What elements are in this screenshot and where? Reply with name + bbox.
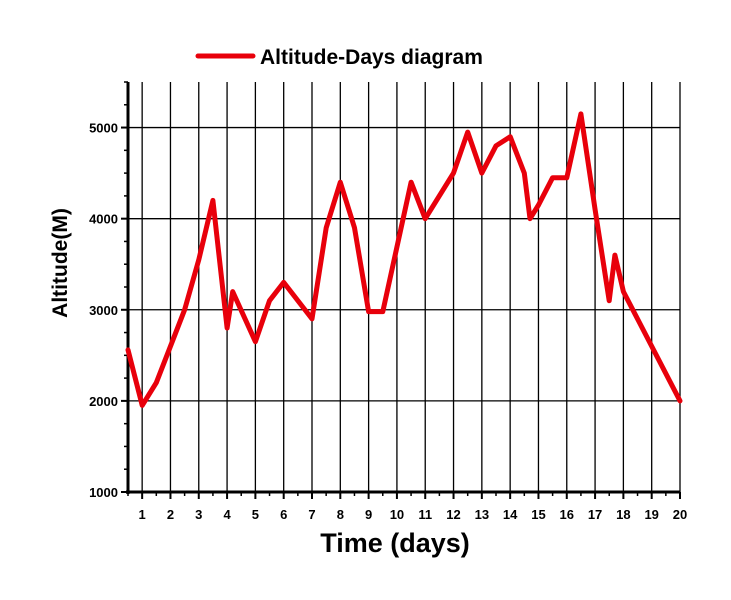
x-tick-label: 6: [280, 507, 287, 522]
x-tick-label: 18: [616, 507, 630, 522]
x-axis-title: Time (days): [320, 528, 470, 558]
y-tick-label: 4000: [89, 212, 118, 227]
series-line: [125, 111, 683, 408]
y-tick-label: 1000: [89, 485, 118, 500]
series-lines: [125, 111, 683, 408]
legend-label: Altitude-Days diagram: [260, 46, 483, 69]
x-tick-label: 8: [337, 507, 344, 522]
x-tick-label: 13: [475, 507, 489, 522]
y-tick-label: 2000: [89, 394, 118, 409]
x-tick-label: 5: [252, 507, 259, 522]
x-tick-label: 20: [673, 507, 687, 522]
x-tick-label: 16: [560, 507, 574, 522]
axes: [126, 82, 680, 494]
x-tick-label: 11: [418, 507, 432, 522]
x-tick-label: 17: [588, 507, 602, 522]
x-tick-label: 12: [446, 507, 460, 522]
y-axis-title: Altitude(M): [49, 208, 72, 318]
x-tick-label: 2: [167, 507, 174, 522]
x-tick-label: 10: [390, 507, 404, 522]
x-tick-label: 15: [531, 507, 545, 522]
x-tick-label: 7: [308, 507, 315, 522]
legend: Altitude-Days diagram: [195, 46, 483, 69]
y-tick-label: 5000: [89, 121, 118, 136]
x-tick-label: 19: [644, 507, 658, 522]
grid-lines: [128, 82, 681, 492]
x-tick-label: 1: [139, 507, 146, 522]
y-tick-label: 3000: [89, 303, 118, 318]
x-tick-label: 3: [195, 507, 202, 522]
ticks: 1 2 3 4 5 6 7 8 9 10 11 12 13 14 15 16 17 18 19 20100020003…: [89, 81, 687, 522]
x-tick-label: 4: [223, 507, 231, 522]
x-tick-label: 9: [365, 507, 372, 522]
x-tick-label: 14: [503, 507, 518, 522]
